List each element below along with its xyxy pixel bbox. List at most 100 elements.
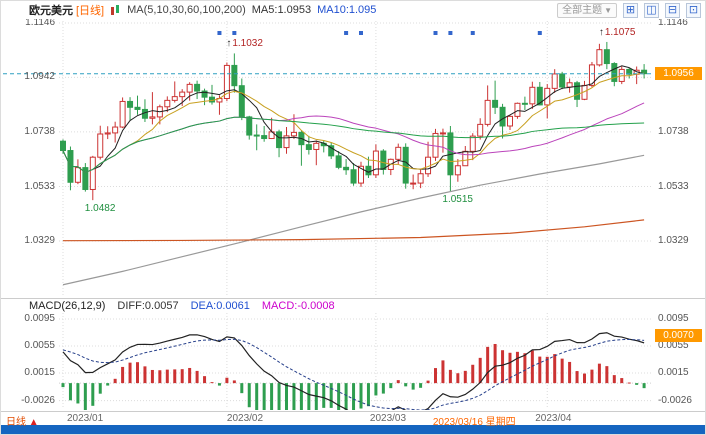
candle (194, 83, 201, 92)
y-axis-label: 1.0942 (24, 71, 55, 83)
macd-hist-bar (635, 383, 639, 385)
candle (335, 155, 342, 168)
y-axis-label: 1.1146 (25, 17, 55, 28)
macd-hist-bar (195, 370, 199, 384)
main-plot-layer (60, 41, 648, 286)
candle (417, 173, 424, 184)
candle (89, 156, 96, 190)
candle (171, 96, 178, 101)
macd-plot-layer (61, 332, 646, 410)
candle (439, 132, 446, 135)
period-selector[interactable]: 日线 ▲ (6, 413, 39, 428)
candle (521, 102, 528, 105)
chevron-down-icon: ▼ (604, 5, 612, 15)
chart-header: 欧元美元 [日线] MA(5,10,30,60,100,200) MA5:1.0… (1, 1, 705, 19)
candle (223, 64, 230, 100)
candle (596, 49, 603, 66)
macd-title: MACD(26,12,9) (29, 300, 106, 312)
price-annotation: 1.0482 (84, 203, 116, 215)
macd-hist-bar (366, 383, 370, 407)
price-annotation: ↑1.1032 (226, 38, 263, 50)
event-marker[interactable] (359, 31, 363, 35)
event-marker[interactable] (217, 31, 222, 35)
candle (544, 87, 551, 106)
macd-header: MACD(26,12,9) DIFF:0.0057 DEA:0.0061 MAC… (1, 298, 705, 313)
candle (395, 146, 402, 160)
ma10-line (62, 72, 645, 173)
layout-button-split-v[interactable]: ◫ (644, 2, 659, 18)
x-axis-label: 2023/03 (369, 413, 407, 424)
candle (566, 82, 573, 88)
macd-hist-bar (61, 383, 65, 388)
macd-hist-bar (188, 367, 192, 384)
macd-hist-bar (98, 383, 102, 394)
y-axis-label: 1.1146 (658, 17, 688, 28)
candle (626, 68, 633, 75)
macd-hist-bar (463, 370, 467, 384)
event-marker[interactable] (448, 31, 453, 35)
macd-hist-bar (612, 375, 616, 384)
ma200-line (62, 219, 645, 242)
macd-hist-bar (262, 383, 266, 410)
layout-button-grid[interactable]: ⊞ (623, 2, 638, 18)
macd-hist-bar (165, 369, 169, 384)
y-axis-label: 1.0329 (24, 234, 55, 246)
candle (410, 182, 417, 185)
candle (179, 91, 186, 98)
y-axis-label: 1.0533 (658, 180, 689, 192)
macd-hist-bar (329, 383, 333, 408)
macd-hist-bar (493, 343, 497, 384)
candle (283, 135, 290, 149)
macd-hist-bar (620, 378, 624, 384)
macd-hist-bar (292, 383, 296, 410)
candle (104, 132, 111, 135)
candle (365, 165, 372, 176)
macd-macd-value: MACD:-0.0008 (261, 300, 335, 312)
candle (313, 142, 320, 150)
y-axis-label: -0.0026 (21, 394, 55, 406)
event-marker[interactable] (537, 31, 542, 35)
macd-hist-bar (307, 383, 311, 410)
ma-legend: MA(5,10,30,60,100,200) (127, 4, 246, 16)
candle (97, 133, 104, 158)
candle (454, 165, 461, 176)
candle (358, 165, 364, 184)
macd-hist-bar (560, 358, 564, 384)
candle (246, 116, 253, 136)
macd-hist-bar (352, 383, 356, 410)
candle (343, 166, 350, 171)
macd-hist-bar (232, 380, 236, 384)
macd-hist-bar (568, 361, 572, 384)
y-axis-label: 1.0329 (658, 234, 689, 246)
candle (74, 167, 81, 183)
y-axis-label: 0.0015 (658, 367, 689, 378)
macd-hist-bar (374, 383, 378, 396)
event-marker[interactable] (433, 31, 438, 35)
macd-hist-bar (314, 383, 318, 410)
price-annotation: 1.0515 (442, 194, 473, 206)
macd-dea-value: DEA:0.0061 (190, 300, 250, 312)
event-marker[interactable] (232, 31, 237, 35)
x-axis-label: 2023/02 (226, 413, 264, 424)
layout-button-single[interactable]: ⊡ (686, 2, 701, 18)
macd-hist-bar (530, 350, 534, 384)
candle (112, 126, 119, 134)
macd-hist-bar (590, 369, 594, 384)
macd-hist-bar (419, 383, 423, 388)
candle (536, 86, 543, 106)
event-marker[interactable] (470, 31, 475, 35)
layout-button-split-h[interactable]: ⊟ (665, 2, 680, 18)
event-marker[interactable] (344, 31, 349, 35)
y-axis-label: 1.0533 (24, 180, 55, 192)
macd-hist-bar (270, 383, 274, 410)
macd-hist-bar (359, 383, 363, 409)
theme-dropdown[interactable]: 全部主题 ▼ (557, 2, 617, 18)
macd-hist-bar (456, 373, 460, 384)
macd-hist-bar (322, 383, 326, 408)
candle (201, 90, 208, 98)
ma5-value: MA5:1.0953 (251, 4, 312, 16)
macd-hist-bar (76, 383, 80, 404)
macd-hist-bar (471, 364, 475, 384)
macd-hist-bar (597, 363, 601, 384)
